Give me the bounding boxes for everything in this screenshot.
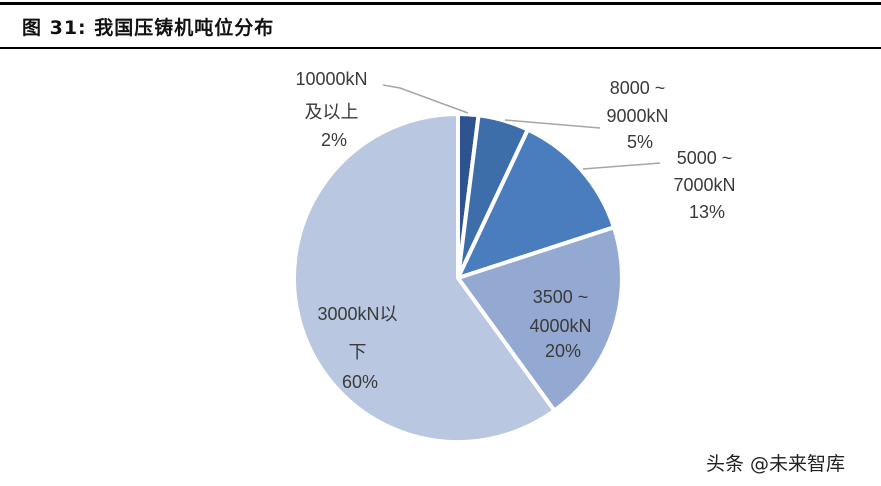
- leader-lines: [382, 84, 661, 170]
- leader-line-5000kn: [582, 162, 661, 170]
- leader-line-10000kn: [382, 84, 469, 114]
- title-underline: [0, 47, 881, 49]
- slice-5000kn: [456, 127, 616, 280]
- pie-slices: [292, 111, 624, 444]
- label-3000kn: 3000kN以 下 60%: [317, 304, 402, 392]
- leader-line-8000kn: [504, 119, 601, 129]
- label-5000kn: 5000 ~ 7000kN 13%: [673, 148, 740, 222]
- top-rule: [0, 2, 881, 5]
- figure-label: 图 31:: [22, 17, 87, 39]
- slice-3500kn: [456, 225, 624, 413]
- slice-labels: 10000kN 及以上 2% 8000 ~ 9000kN 5% 5000 ~ 7…: [295, 69, 740, 392]
- label-3500kn: 3500 ~ 4000kN 20%: [529, 287, 596, 361]
- figure-title: 图 31: 我国压铸机吨位分布: [22, 13, 274, 40]
- figure-title-text: 我国压铸机吨位分布: [94, 17, 275, 39]
- watermark: 头条 @未来智库: [706, 453, 846, 475]
- slice-3000kn: [292, 112, 557, 444]
- label-10000kn: 10000kN 及以上 2%: [295, 69, 372, 150]
- label-8000kn: 8000 ~ 9000kN 5%: [606, 78, 673, 152]
